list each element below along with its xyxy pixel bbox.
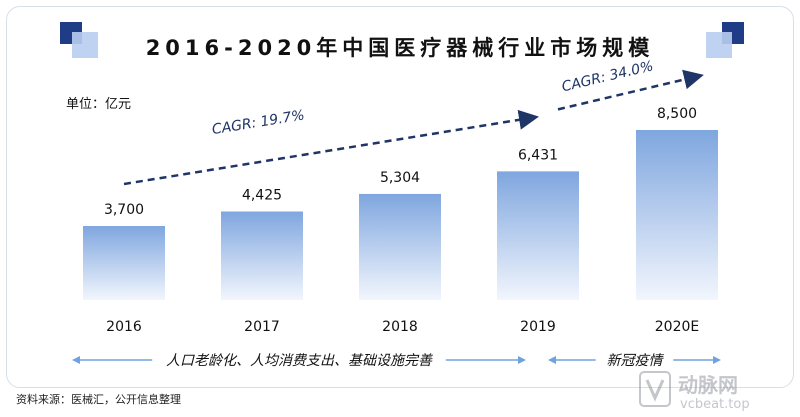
bar-2017 [221, 211, 303, 300]
range-label-2: 新冠疫情 [607, 353, 665, 369]
range-arrowhead-right-2 [713, 356, 721, 364]
unit-label: 单位：亿元 [66, 97, 132, 112]
cagr-arrow-2 [557, 69, 704, 111]
value-label-2016: 3,700 [104, 202, 144, 218]
cagr-arrow-1 [123, 109, 539, 186]
chart-title: 2016-2020年中国医疗器械行业市场规模 [145, 36, 655, 60]
svg-text:vcbeat.top: vcbeat.top [680, 397, 750, 412]
x-tick-label-2019: 2019 [520, 319, 556, 335]
source-note: 资料来源：医械汇，公开信息整理 [16, 393, 181, 406]
vcbeat-watermark: 动脉网 vcbeat.top [639, 371, 750, 412]
bar-2020E [636, 130, 718, 300]
value-label-2018: 5,304 [380, 170, 420, 186]
bar-2016 [83, 226, 165, 300]
range-arrowhead-left-1 [72, 356, 80, 364]
x-tick-label-2017: 2017 [244, 319, 280, 335]
range-arrowhead-left-2 [548, 356, 556, 364]
bar-2018 [359, 193, 441, 300]
cagr-label-1: CAGR: 19.7% [211, 107, 306, 138]
range-label-1: 人口老龄化、人均消费支出、基础设施完善 [166, 353, 434, 369]
x-tick-label-2016: 2016 [106, 319, 142, 335]
bar-2019 [497, 171, 579, 300]
value-label-2019: 6,431 [518, 147, 558, 163]
x-tick-label-2018: 2018 [382, 319, 418, 335]
decorative-squares-right [706, 22, 744, 58]
decorative-squares-left [60, 22, 98, 58]
value-label-2020E: 8,500 [657, 106, 697, 122]
range-arrowhead-right-1 [518, 356, 526, 364]
x-tick-label-2020E: 2020E [655, 319, 699, 335]
svg-text:动脉网: 动脉网 [678, 373, 738, 397]
value-label-2017: 4,425 [242, 188, 282, 204]
